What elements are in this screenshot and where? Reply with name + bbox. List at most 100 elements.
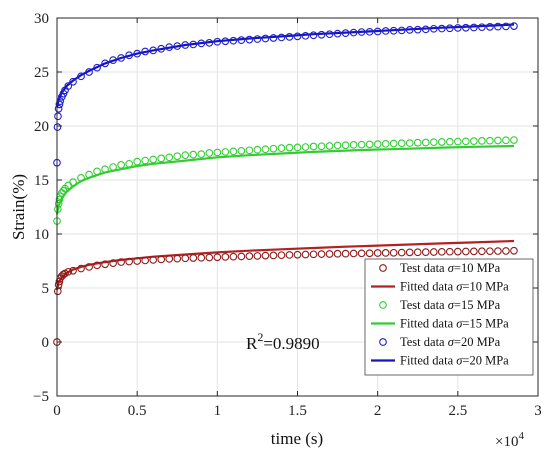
data-point bbox=[445, 247, 454, 256]
data-point bbox=[293, 143, 302, 152]
data-point bbox=[462, 137, 470, 146]
data-point bbox=[229, 252, 238, 261]
x-axis-title: time (s) bbox=[271, 429, 323, 448]
data-point bbox=[301, 143, 310, 151]
data-point bbox=[205, 149, 214, 157]
data-point bbox=[445, 137, 454, 146]
data-point bbox=[510, 136, 518, 144]
data-point bbox=[93, 167, 101, 176]
data-point bbox=[221, 253, 230, 261]
data-point bbox=[77, 72, 85, 81]
data-point bbox=[213, 253, 222, 262]
r-squared-annotation: R2=0.9890 bbox=[246, 330, 320, 353]
data-point bbox=[285, 33, 294, 41]
data-point bbox=[502, 136, 510, 145]
data-point bbox=[253, 145, 262, 154]
data-point bbox=[486, 247, 494, 256]
data-point bbox=[53, 205, 62, 214]
data-point bbox=[101, 59, 109, 68]
data-point bbox=[205, 38, 214, 47]
data-point bbox=[462, 23, 470, 32]
data-point bbox=[317, 142, 326, 151]
data-point bbox=[413, 138, 422, 147]
data-point bbox=[245, 146, 254, 155]
data-point bbox=[125, 257, 133, 266]
legend-label: Test data σ=20 MPa bbox=[400, 335, 501, 349]
x-axis-multiplier: ×104 bbox=[495, 430, 524, 450]
data-point bbox=[309, 31, 318, 40]
y-tick-label: 5 bbox=[42, 281, 50, 297]
x-tick-label: 0.5 bbox=[128, 403, 147, 419]
legend-box bbox=[364, 258, 534, 376]
data-point bbox=[373, 140, 382, 148]
data-point bbox=[101, 260, 109, 269]
data-point bbox=[109, 259, 117, 268]
data-point bbox=[117, 161, 125, 169]
data-point bbox=[341, 249, 350, 258]
data-point bbox=[69, 178, 77, 187]
fit-line-15-mpa bbox=[55, 144, 515, 215]
legend-label: Test data σ=15 MPa bbox=[400, 298, 501, 312]
data-point bbox=[349, 141, 358, 149]
data-point bbox=[325, 250, 334, 258]
data-point bbox=[453, 247, 462, 256]
data-point bbox=[453, 24, 462, 32]
data-point bbox=[510, 22, 518, 30]
data-point bbox=[462, 247, 470, 256]
data-point bbox=[365, 249, 374, 258]
data-point bbox=[502, 247, 510, 255]
data-point bbox=[237, 252, 246, 261]
data-point bbox=[77, 173, 85, 182]
legend-label: Test data σ=10 MPa bbox=[400, 261, 501, 275]
data-point bbox=[181, 254, 190, 263]
y-tick-label: 10 bbox=[34, 227, 49, 243]
r-squared-symbol: R bbox=[246, 334, 258, 353]
data-point bbox=[237, 36, 246, 44]
x-tick-label: 2 bbox=[374, 403, 382, 419]
data-point bbox=[197, 39, 206, 48]
x-tick-label: 3 bbox=[534, 403, 542, 419]
test-series-10-mpa bbox=[53, 246, 518, 346]
data-point bbox=[494, 247, 502, 255]
data-point bbox=[309, 142, 318, 151]
data-point bbox=[429, 248, 438, 256]
data-point bbox=[165, 153, 174, 162]
data-point bbox=[333, 29, 342, 38]
data-point bbox=[149, 46, 158, 55]
data-point bbox=[349, 28, 358, 37]
data-point bbox=[245, 35, 254, 44]
data-point bbox=[405, 248, 414, 257]
test-series-15-mpa bbox=[53, 136, 518, 225]
data-point bbox=[389, 26, 398, 35]
x-tick-label: 1.5 bbox=[288, 403, 307, 419]
data-point bbox=[59, 186, 68, 195]
data-point bbox=[261, 145, 270, 154]
x-tick-label: 0 bbox=[53, 403, 61, 419]
data-point bbox=[54, 112, 62, 121]
data-point bbox=[253, 252, 262, 260]
data-point bbox=[341, 29, 350, 37]
y-axis-title: Strain(%) bbox=[9, 174, 28, 240]
data-point bbox=[109, 56, 117, 64]
r-squared-value: =0.9890 bbox=[263, 334, 319, 353]
data-point bbox=[429, 138, 438, 147]
y-tick-label: 15 bbox=[34, 173, 49, 189]
data-point bbox=[69, 77, 77, 86]
r-squared-superscript: 2 bbox=[257, 330, 263, 344]
data-point bbox=[157, 255, 166, 264]
data-point bbox=[197, 253, 206, 262]
data-point bbox=[453, 137, 462, 146]
data-point bbox=[64, 82, 73, 90]
data-point bbox=[149, 256, 158, 264]
legend-entries: Test data σ=10 MPa Fitted data σ=10 MPa Te… bbox=[371, 261, 509, 368]
data-point bbox=[494, 22, 502, 31]
data-point bbox=[357, 249, 366, 258]
data-point bbox=[397, 139, 406, 148]
data-point bbox=[229, 147, 238, 156]
data-point bbox=[421, 25, 430, 34]
test-series-20-mpa bbox=[53, 22, 518, 167]
data-point bbox=[333, 141, 342, 150]
data-point bbox=[301, 250, 310, 259]
